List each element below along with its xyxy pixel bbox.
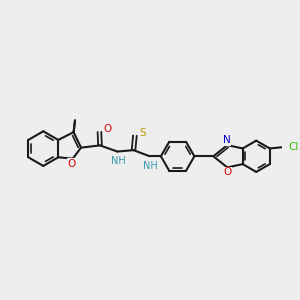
Text: NH: NH <box>111 156 126 166</box>
Text: O: O <box>67 159 76 169</box>
Text: N: N <box>223 135 230 145</box>
Text: O: O <box>103 124 112 134</box>
Text: NH: NH <box>143 161 158 171</box>
Text: Cl: Cl <box>289 142 299 152</box>
Text: S: S <box>140 128 146 138</box>
Text: O: O <box>223 167 232 178</box>
